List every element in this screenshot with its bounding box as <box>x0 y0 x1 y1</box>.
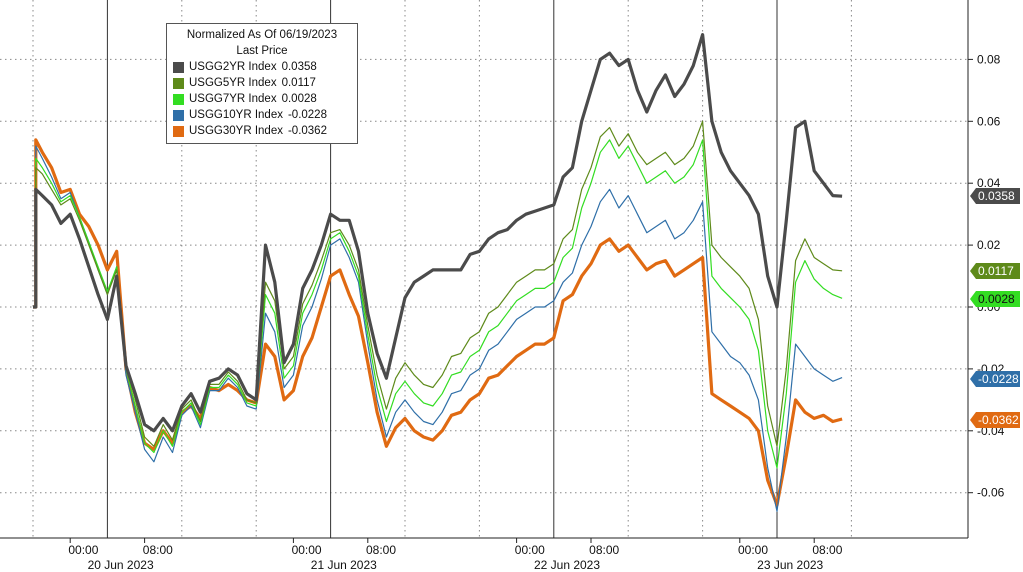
legend-entry: USGG10YR Index -0.0228 <box>173 107 351 123</box>
legend-title: Normalized As Of 06/19/2023 <box>186 29 338 41</box>
day-label: 21 Jun 2023 <box>311 558 377 572</box>
y-tick-label: 0.06 <box>977 114 1001 128</box>
legend-series-name: USGG2YR Index <box>189 61 277 73</box>
series-line <box>33 145 843 512</box>
day-label: 22 Jun 2023 <box>534 558 600 572</box>
legend-series-name: USGG10YR Index <box>189 109 283 121</box>
x-tick-label: 08:00 <box>812 543 842 557</box>
last-price-tag <box>970 263 1020 279</box>
day-labels: 20 Jun 2023 21 Jun 2023 22 Jun 2023 23 Jun … <box>88 558 824 572</box>
legend-series-value: -0.0228 <box>287 109 327 121</box>
last-price-tag-label: -0.0228 <box>978 372 1019 386</box>
last-price-tag <box>970 291 1020 307</box>
x-tick-labels: 00:00 08:00 00:00 08:00 00:00 08:00 00:00 08:00 <box>68 538 843 557</box>
day-label: 23 Jun 2023 <box>757 558 823 572</box>
y-tick-label: 0.04 <box>977 176 1001 190</box>
y-gridlines <box>0 58 973 494</box>
legend-entry: USGG2YR Index 0.0358 <box>173 59 351 75</box>
legend-entry: USGG7YR Index 0.0028 <box>173 91 351 107</box>
series-line <box>33 33 843 433</box>
x-tick-label: 00:00 <box>515 543 545 557</box>
legend-series-name: USGG5YR Index <box>189 77 277 89</box>
last-price-tag <box>970 188 1020 204</box>
day-label: 20 Jun 2023 <box>88 558 154 572</box>
legend-series-value: 0.0028 <box>281 93 317 105</box>
series-line <box>33 120 843 447</box>
last-price-tag-label: 0.0358 <box>978 189 1015 203</box>
x-tick-label: 08:00 <box>589 543 619 557</box>
last-price-tag <box>970 371 1020 387</box>
x-tick-label: 08:00 <box>366 543 396 557</box>
legend-swatch <box>173 61 184 73</box>
last-price-tag-label: 0.0117 <box>978 264 1014 278</box>
legend-series-name: USGG7YR Index <box>189 93 277 105</box>
legend-series-name: USGG30YR Index <box>189 125 283 137</box>
x-tick-label: 08:00 <box>143 543 173 557</box>
legend-entry: USGG5YR Index 0.0117 <box>173 75 351 91</box>
last-price-tag-label: 0.0028 <box>978 292 1015 306</box>
series-lines <box>33 33 843 512</box>
x-tick-label: 00:00 <box>68 543 98 557</box>
y-tick-label: 0.02 <box>977 238 1001 252</box>
legend-series-value: 0.0358 <box>281 61 317 73</box>
last-price-tags: 0.0358 0.0117 0.0028 -0.0228 -0.0362 <box>970 188 1020 428</box>
legend-series-value: -0.0362 <box>287 125 327 137</box>
legend-swatch <box>173 125 184 137</box>
x-tick-label: 00:00 <box>738 543 768 557</box>
y-tick-label: 0.08 <box>977 52 1001 66</box>
series-line <box>33 138 843 507</box>
y-tick-label: -0.06 <box>977 486 1005 500</box>
legend-swatch <box>173 109 184 121</box>
legend-series-value: 0.0117 <box>281 77 316 89</box>
legend-subtitle: Last Price <box>236 45 288 57</box>
x-tick-label: 00:00 <box>292 543 322 557</box>
legend-entry: USGG30YR Index -0.0362 <box>173 123 351 139</box>
legend-swatch <box>173 77 184 89</box>
chart-legend: Normalized As Of 06/19/2023 Last Price U… <box>166 23 358 144</box>
series-line <box>33 139 843 469</box>
legend-swatch <box>173 93 184 105</box>
last-price-tag-label: -0.0362 <box>978 413 1019 427</box>
last-price-tag <box>970 412 1020 428</box>
